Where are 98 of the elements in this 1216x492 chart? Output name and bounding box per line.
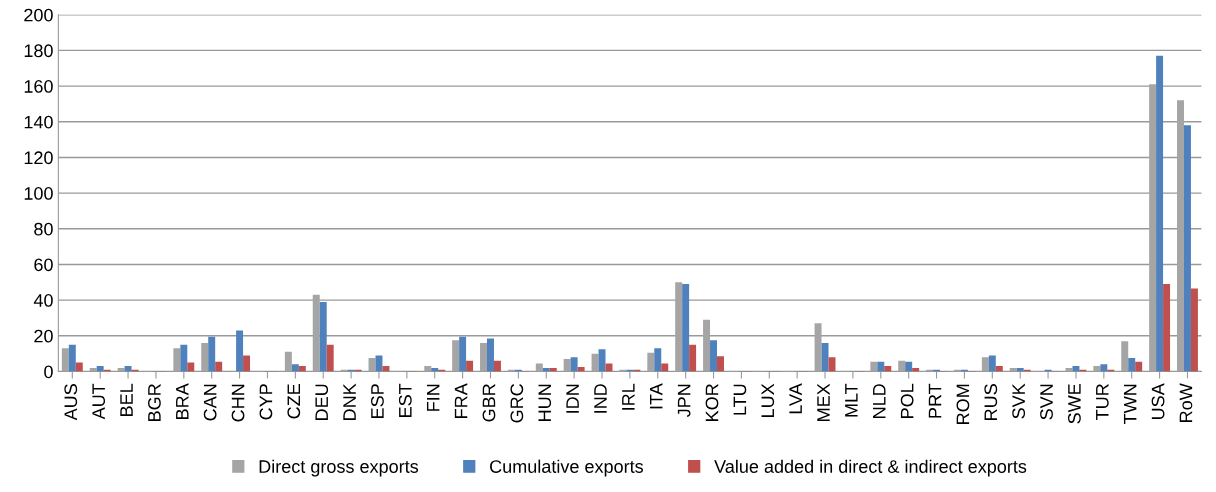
x-tick-label: CHN xyxy=(231,384,245,422)
legend-label: Value added in direct & indirect exports xyxy=(714,459,1027,477)
x-tick-label: ITA xyxy=(650,383,663,409)
x-tick-label: IDN xyxy=(566,384,579,413)
x-tick-label: LUX xyxy=(761,383,775,417)
x-tick-label: FRA xyxy=(454,383,468,418)
bar xyxy=(75,362,83,372)
x-tick-label: AUS xyxy=(64,384,78,421)
bar xyxy=(570,357,578,372)
x-tick-label: SWE xyxy=(1068,384,1081,424)
bar xyxy=(459,336,467,372)
bar xyxy=(466,360,474,372)
bar xyxy=(180,344,188,372)
y-tick-label: 120 xyxy=(24,151,53,165)
x-tick-label: GRC xyxy=(510,383,524,423)
x-tick-label: GBR xyxy=(482,384,496,422)
x-tick-label: DNK xyxy=(343,383,356,420)
bar xyxy=(487,338,494,372)
x-tick-label: BRA xyxy=(176,383,189,419)
y-tick-label: 80 xyxy=(34,222,53,236)
bar xyxy=(1072,366,1080,372)
legend-label: Cumulative exports xyxy=(490,459,644,477)
x-tick-label: HUN xyxy=(538,384,552,421)
x-tick-label: AUT xyxy=(92,383,106,420)
bar xyxy=(1128,358,1136,372)
x-tick-label: USA xyxy=(1151,383,1165,419)
x-tick-label: IRL xyxy=(622,383,635,410)
bar xyxy=(1163,284,1171,372)
y-tick-label: 160 xyxy=(24,80,53,93)
bar xyxy=(1190,288,1198,372)
bar xyxy=(1156,55,1164,372)
bar xyxy=(291,364,299,372)
y-tick-label: 180 xyxy=(24,44,53,58)
x-tick-label: MLT xyxy=(845,383,858,417)
bar xyxy=(682,284,690,372)
x-tick-label: LVA xyxy=(789,383,802,414)
bar xyxy=(382,366,390,372)
bar xyxy=(995,366,1003,372)
x-tick-label: KOR xyxy=(705,384,719,421)
bar xyxy=(68,344,76,372)
x-tick-label: LTU xyxy=(733,384,747,415)
y-tick-label: 20 xyxy=(34,329,53,343)
bar xyxy=(689,344,697,372)
bar xyxy=(884,366,892,372)
bar xyxy=(236,330,244,372)
bar xyxy=(717,356,724,372)
bar xyxy=(124,366,132,372)
y-tick-label: 100 xyxy=(24,187,53,200)
bar xyxy=(577,367,585,372)
x-tick-label: DEU xyxy=(315,384,329,420)
bar xyxy=(1100,364,1108,372)
x-tick-label: ESP xyxy=(371,384,384,418)
x-tick-label: TUR xyxy=(1096,384,1109,420)
x-tick-label: ROM xyxy=(956,384,970,424)
bar xyxy=(298,366,306,372)
x-tick-label: SVK xyxy=(1012,383,1026,419)
bar xyxy=(208,336,216,372)
bar xyxy=(877,361,885,372)
bar xyxy=(1183,125,1191,372)
legend-label: Direct gross exports xyxy=(259,459,419,477)
x-tick-label: FIN xyxy=(426,384,440,411)
bar xyxy=(605,363,613,372)
x-tick-label: JPN xyxy=(677,384,691,418)
x-tick-label: SVN xyxy=(1040,384,1053,420)
x-tick-label: TWN xyxy=(1123,384,1137,424)
x-tick-label: NLD xyxy=(873,384,886,418)
y-tick-label: 40 xyxy=(33,294,53,307)
x-tick-label: CYP xyxy=(259,384,273,420)
bar xyxy=(96,366,104,372)
bar xyxy=(661,363,669,372)
x-tick-label: POL xyxy=(900,383,914,418)
bar xyxy=(187,362,195,372)
y-tick-label: 60 xyxy=(34,258,53,272)
bar xyxy=(988,355,996,372)
bar xyxy=(905,361,913,372)
x-tick-label: PRT xyxy=(928,383,942,418)
bar xyxy=(493,360,501,372)
y-tick-label: 0 xyxy=(44,365,53,379)
bar xyxy=(243,355,251,372)
x-tick-label: IND xyxy=(594,384,607,413)
x-tick-label: CAN xyxy=(203,384,217,421)
bar xyxy=(654,348,662,372)
y-tick-label: 140 xyxy=(24,115,53,129)
x-tick-label: RUS xyxy=(984,384,998,420)
y-tick-label: 200 xyxy=(24,8,53,22)
x-tick-label: CZE xyxy=(287,384,301,419)
bar xyxy=(1135,361,1143,372)
bar xyxy=(215,361,223,372)
bar xyxy=(326,344,334,372)
bar xyxy=(710,340,718,372)
bar xyxy=(319,301,327,372)
bar xyxy=(821,342,829,372)
x-tick-label: MEX xyxy=(817,383,830,421)
bar xyxy=(375,355,383,372)
x-tick-label: EST xyxy=(398,383,412,417)
x-tick-label: RoW xyxy=(1179,383,1193,422)
x-tick-label: BGR xyxy=(148,384,161,421)
x-tick-label: BEL xyxy=(120,383,133,416)
